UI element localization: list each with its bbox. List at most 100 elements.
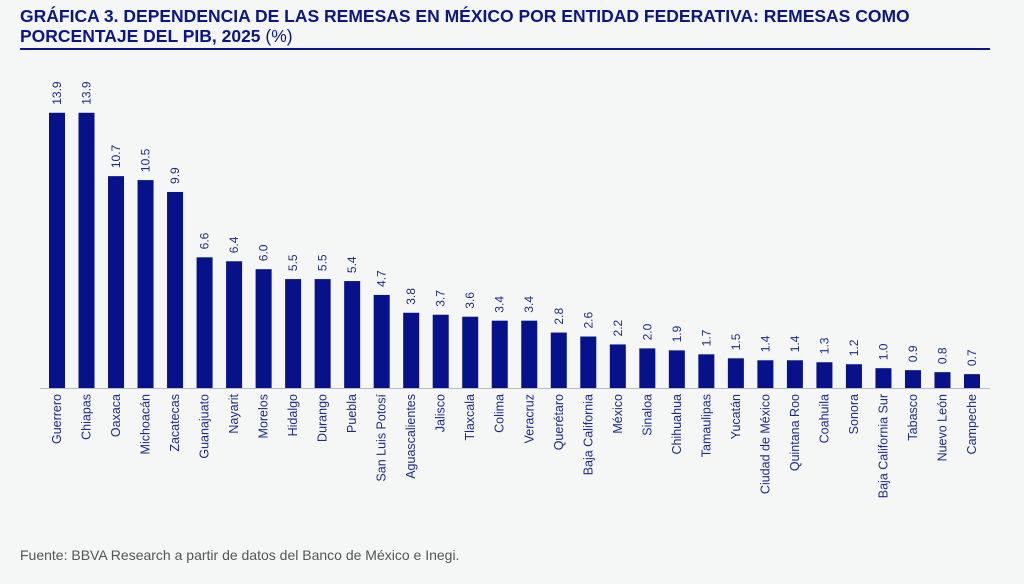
data-label: 1.9 <box>670 325 684 342</box>
bar <box>875 368 892 388</box>
category-label: Michoacán <box>139 394 153 454</box>
chart-title: GRÁFICA 3. DEPENDENCIA DE LAS REMESAS EN… <box>20 6 1000 46</box>
bar <box>167 191 184 388</box>
bar <box>196 257 213 388</box>
bar <box>727 358 744 388</box>
bar <box>462 316 479 388</box>
category-label: Tamaulipas <box>699 394 713 457</box>
data-label: 3.7 <box>434 290 448 307</box>
category-label: Tabasco <box>906 394 920 441</box>
category-label: Sinaloa <box>640 394 654 436</box>
data-label: 2.8 <box>552 308 566 325</box>
title-divider <box>20 48 990 50</box>
bar <box>491 320 508 388</box>
data-label: 3.6 <box>463 292 477 309</box>
data-label: 1.3 <box>817 337 831 354</box>
data-label: 1.4 <box>788 335 802 352</box>
bar <box>373 294 390 388</box>
data-label: 6.6 <box>198 232 212 249</box>
category-label: Hidalgo <box>286 394 300 436</box>
category-label: Oaxaca <box>109 394 123 437</box>
data-label: 13.9 <box>80 81 94 105</box>
data-label: 2.2 <box>611 319 625 336</box>
category-label: Chiapas <box>80 394 94 440</box>
category-label: Baja California Sur <box>876 394 890 498</box>
bar <box>226 261 243 388</box>
category-label: Yucatán <box>729 394 743 439</box>
data-label: 0.8 <box>935 347 949 364</box>
category-label: Morelos <box>257 394 271 438</box>
data-label: 3.8 <box>404 288 418 305</box>
bar <box>344 281 361 388</box>
data-label: 9.9 <box>168 167 182 184</box>
data-label: 6.4 <box>227 236 241 253</box>
data-label: 1.5 <box>729 333 743 350</box>
data-label: 1.2 <box>847 339 861 356</box>
bar <box>816 362 833 388</box>
category-label: Sonora <box>847 394 861 434</box>
data-label: 5.5 <box>316 254 330 271</box>
bar <box>698 354 715 388</box>
bar <box>108 176 125 388</box>
bar <box>845 364 862 388</box>
data-label: 0.9 <box>906 345 920 362</box>
bar <box>314 279 331 388</box>
bar-chart: 13.9 Guerrero 13.9 Chiapas 10.7 Oaxaca 10.5 Mic… <box>40 81 990 498</box>
data-label: 4.7 <box>375 270 389 287</box>
data-label: 1.7 <box>699 329 713 346</box>
category-label: Coahuila <box>817 394 831 443</box>
bar <box>49 112 65 388</box>
bar <box>137 180 154 388</box>
bar <box>964 374 980 388</box>
bar <box>904 370 921 388</box>
category-label: Colima <box>493 394 507 433</box>
category-label: Nayarit <box>227 393 241 433</box>
data-label: 5.5 <box>286 254 300 271</box>
category-label: Querétaro <box>552 394 566 450</box>
data-label: 6.0 <box>257 244 271 261</box>
bar <box>432 314 449 388</box>
bar <box>934 372 951 388</box>
category-label: Chihuahua <box>670 394 684 455</box>
category-label: México <box>611 394 625 434</box>
category-label: San Luis Potosí <box>375 393 389 481</box>
source-note: Fuente: BBVA Research a partir de datos … <box>20 547 460 563</box>
chart-title-text: GRÁFICA 3. DEPENDENCIA DE LAS REMESAS EN… <box>20 6 910 46</box>
category-label: Zacatecas <box>168 394 182 452</box>
bar <box>521 320 538 388</box>
category-label: Guanajuato <box>198 394 212 459</box>
bar <box>255 269 272 388</box>
category-label: Baja California <box>581 394 595 475</box>
category-label: Aguascalientes <box>404 394 418 479</box>
bar <box>550 332 567 388</box>
category-label: Quintana Roo <box>788 394 802 471</box>
data-label: 1.0 <box>876 343 890 360</box>
data-label: 2.6 <box>581 312 595 329</box>
category-label: Puebla <box>345 394 359 433</box>
bar <box>403 312 420 388</box>
bar <box>757 360 774 388</box>
data-label: 2.0 <box>640 323 654 340</box>
category-label: Tlaxcala <box>463 394 477 441</box>
bar <box>78 112 95 388</box>
category-label: Veracruz <box>522 394 536 443</box>
bar <box>285 279 302 388</box>
bar <box>786 360 803 388</box>
data-label: 3.4 <box>522 296 536 313</box>
data-label: 5.4 <box>345 256 359 273</box>
category-label: Nuevo León <box>935 394 949 461</box>
data-label: 0.7 <box>965 349 979 366</box>
category-label: Ciudad de México <box>758 394 772 494</box>
data-label: 13.9 <box>50 81 64 105</box>
category-label: Durango <box>316 394 330 442</box>
data-label: 10.5 <box>139 148 153 172</box>
bar <box>580 336 597 388</box>
bar <box>639 348 656 388</box>
category-label: Guerrero <box>50 394 64 444</box>
bar <box>668 350 685 388</box>
category-label: Campeche <box>965 394 979 454</box>
category-label: Jalisco <box>434 394 448 432</box>
data-label: 10.7 <box>109 144 123 168</box>
chart-title-unit: (%) <box>265 26 293 46</box>
data-label: 3.4 <box>493 296 507 313</box>
